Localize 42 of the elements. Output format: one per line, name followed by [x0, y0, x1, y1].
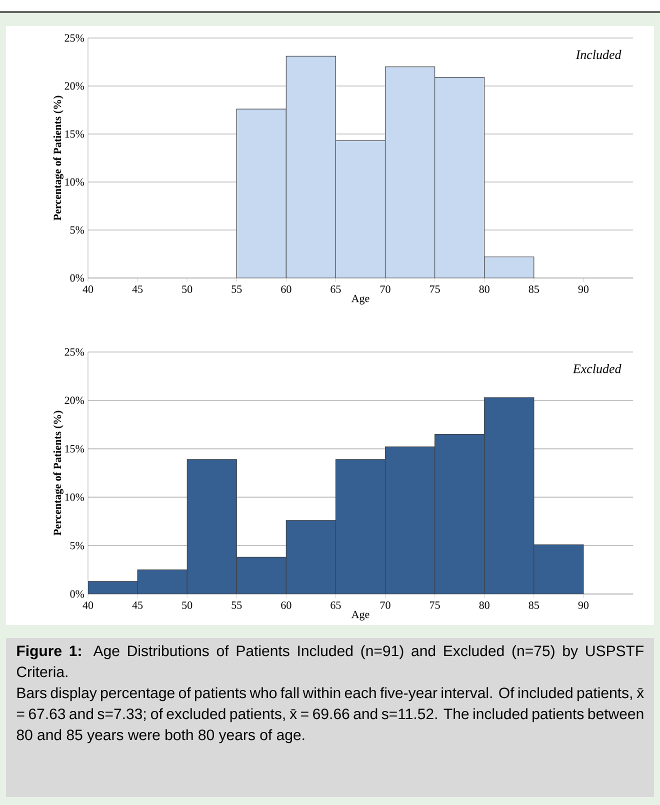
y-tick-label: 15% — [65, 445, 84, 453]
y-axis-title: Percentage of Patients (%) — [53, 96, 64, 220]
x-axis-title: Age — [351, 610, 370, 620]
x-tick-label: 40 — [82, 602, 94, 609]
x-tick-label: 55 — [232, 286, 242, 293]
y-axis-title: Percentage of Patients (%) — [53, 410, 64, 536]
x-tick-label: 50 — [182, 602, 192, 609]
y-tick-label: 25% — [64, 348, 84, 356]
x-tick-label: 60 — [281, 286, 292, 293]
y-tick-label: 5% — [70, 542, 84, 550]
y-tick-label: 10% — [65, 493, 84, 501]
x-tick-label: 90 — [578, 602, 589, 609]
x-tick-label: 80 — [479, 602, 490, 609]
x-tick-label: 90 — [578, 286, 589, 293]
y-tick-label: 25% — [64, 34, 84, 42]
x-tick-label: 65 — [330, 602, 341, 609]
text: Figure 1: Age Distributions of Patients Included (n=91) and Excluded (n=75) by USPSTF Criteria. — [16, 645, 644, 678]
text: Excluded — [572, 364, 622, 374]
x-tick-label: 85 — [528, 602, 539, 609]
x-tick-label: 45 — [132, 602, 143, 609]
x-tick-label: 50 — [182, 286, 192, 293]
x-tick-label: 80 — [479, 286, 490, 293]
x-tick-label: 75 — [430, 602, 440, 609]
x-tick-label: 40 — [82, 286, 94, 293]
x-tick-label: 45 — [132, 286, 143, 293]
x-tick-label: 65 — [330, 286, 341, 293]
x-tick-label: 60 — [281, 602, 292, 609]
x-axis-title: Age — [351, 294, 370, 304]
text: Included — [576, 50, 622, 60]
x-tick-label: 75 — [430, 286, 440, 293]
y-tick-label: 10% — [65, 178, 84, 186]
x-tick-label: 70 — [380, 602, 390, 609]
y-tick-label: 0% — [70, 274, 84, 282]
y-tick-label: 20% — [64, 396, 84, 404]
y-tick-label: 0% — [70, 590, 84, 598]
text: Bars display percentage of patients who fall within each five-year interval. Of included patients, x̄ = 67.63 and s=7.33; of excluded patients, x̄ = 69.66 and s=11.52. The included patients between 80 and 85 years were both 80 years of age. — [16, 687, 644, 744]
y-tick-label: 20% — [64, 82, 84, 90]
x-tick-label: 85 — [528, 286, 539, 293]
y-tick-label: 15% — [65, 130, 84, 138]
y-tick-label: 5% — [70, 226, 84, 234]
x-tick-label: 55 — [232, 602, 242, 609]
x-tick-label: 70 — [380, 286, 390, 293]
